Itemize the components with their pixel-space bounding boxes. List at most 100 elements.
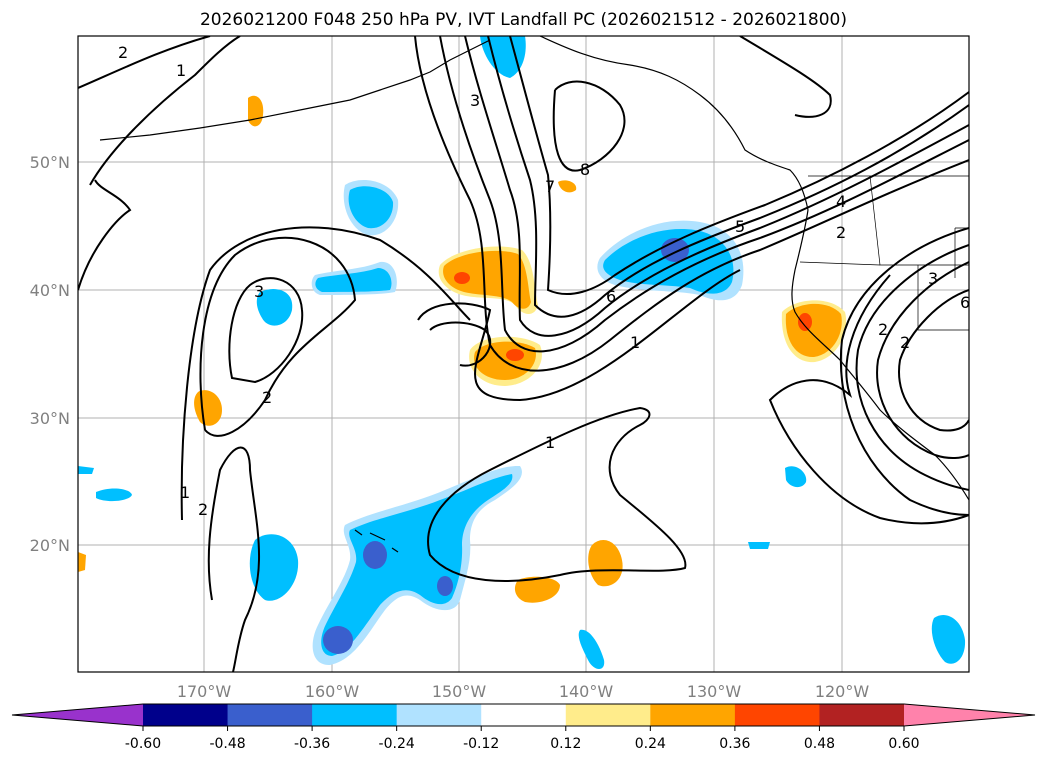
pv-contour-1-cutoff	[180, 226, 471, 521]
map-title: 2026021200 F048 250 hPa PV, IVT Landfall…	[199, 10, 847, 30]
colorbar-tick-label: 0.36	[719, 736, 750, 752]
blue-patch-hawaii-core	[321, 474, 513, 656]
orange-patch-edge	[78, 552, 86, 572]
colorbar-segment	[396, 704, 482, 726]
orange-patch-s2	[514, 576, 560, 603]
blue-patch-small2	[96, 488, 132, 502]
blue-patch-nw-core	[348, 186, 394, 229]
colorbar-extend-low	[12, 704, 143, 726]
contour-label-2: 1	[176, 61, 186, 80]
contour-label-12: 2	[262, 388, 272, 407]
blue-patch-se	[931, 614, 966, 664]
colorbar: -0.60 -0.48 -0.36 -0.24 -0.12 0.12 0.24 0.36 0.4…	[11, 703, 1036, 752]
colorbar-segment	[819, 704, 905, 726]
lon-label-170w: 170°W	[177, 682, 232, 701]
lat-label-50n: 50°N	[30, 153, 70, 172]
colorbar-tick-label: 0.48	[804, 736, 835, 752]
pv-contour-2-nw	[78, 36, 211, 89]
orange-patch-ca-max	[798, 313, 812, 331]
ivt-anomaly-fills	[78, 36, 966, 669]
lon-label-140w: 140°W	[559, 682, 614, 701]
contour-label-10: 1	[630, 333, 640, 352]
blue-patch-w-core	[315, 268, 392, 292]
colorbar-segment	[565, 704, 651, 726]
lat-label-30n: 30°N	[30, 409, 70, 428]
contour-label-1: 2	[118, 43, 128, 62]
contour-label-5: 7	[545, 177, 555, 196]
colorbar-tick-label: 0.60	[888, 736, 919, 752]
colorbar-segment	[312, 704, 398, 726]
blue-patch-ne-core	[603, 229, 734, 294]
pv-contour-1-nw	[89, 36, 241, 186]
contour-label-11: 3	[470, 91, 480, 110]
pv-contour-2-east	[839, 227, 969, 516]
orange-patch-small	[558, 180, 577, 193]
blue-patch-small3	[78, 466, 94, 474]
colorbar-tick-label: -0.12	[463, 736, 499, 752]
blue-patch-hawaii-max2	[323, 626, 353, 654]
colorbar-tick-label: 0.12	[550, 736, 581, 752]
pv-contour-1-w	[78, 179, 132, 291]
orange-patch-center-max	[454, 272, 470, 284]
pv-contour-7-trough	[509, 36, 969, 295]
contour-label-9: 6	[606, 287, 616, 306]
colorbar-tick-label: -0.24	[379, 736, 415, 752]
colorbar-tick-label: -0.60	[125, 736, 161, 752]
lon-label-160w: 160°W	[305, 682, 360, 701]
pv-contour-5-trough	[464, 36, 969, 337]
aleutian-coast	[99, 39, 491, 141]
hawaii-islands	[354, 529, 399, 553]
blue-patch-small1	[785, 466, 807, 488]
blue-patch-3	[256, 289, 293, 326]
pv-contour-labels: 2 1 3 8 7 5 4 2 6 1 3 2 1 2 1 2 3 2 6	[118, 43, 969, 519]
colorbar-segment	[227, 704, 313, 726]
contour-label-8: 2	[836, 223, 846, 242]
political-borders	[799, 175, 969, 331]
colorbar-tick-label: 0.24	[635, 736, 666, 752]
lat-labels: 50°N 40°N 30°N 20°N	[30, 153, 70, 555]
state-border-4	[799, 261, 881, 266]
map-frame	[77, 35, 970, 673]
pv-contour-5-east	[876, 261, 969, 459]
pv-contour-6-trough	[487, 36, 969, 318]
colorbar-segment	[734, 704, 820, 726]
lon-label-130w: 130°W	[687, 682, 742, 701]
pv-contour-1-jet	[417, 269, 741, 402]
pv-contour-3-cutoff	[228, 277, 304, 384]
pv-contour-1-south	[427, 406, 687, 582]
orange-patch-c2-max	[506, 349, 524, 361]
colorbar-segment	[481, 704, 567, 726]
colorbar-tick-label: -0.36	[294, 736, 330, 752]
pv-contour-4-trough	[439, 36, 969, 353]
pv-contour-3-trough	[414, 36, 969, 372]
pv-contour-1-ne	[739, 36, 832, 118]
contour-label-13: 1	[545, 433, 555, 452]
pv-contour-8-ridge	[552, 80, 626, 172]
contour-label-17: 3	[928, 269, 938, 288]
lon-label-120w: 120°W	[815, 682, 870, 701]
contour-label-14: 2	[198, 500, 208, 519]
orange-patch-s	[588, 540, 623, 587]
pv-contour-3-east	[855, 244, 969, 491]
contour-label-4: 8	[580, 160, 590, 179]
blue-patch-hawaii-max3	[437, 576, 453, 596]
pv-contour-6-east	[898, 289, 969, 432]
blue-patch-small4	[748, 542, 770, 549]
contour-label-16: 2	[878, 320, 888, 339]
colorbar-tick-label: -0.48	[209, 736, 245, 752]
blue-patch-s	[578, 629, 605, 669]
contour-label-15: 1	[180, 483, 190, 502]
pv-contour-1-east	[768, 274, 969, 525]
colorbar-segment	[650, 704, 736, 726]
state-border-2	[917, 265, 969, 331]
contour-label-18: 2	[900, 333, 910, 352]
contour-label-7: 4	[836, 192, 846, 211]
alaska-bc-coast	[539, 36, 809, 211]
blue-patch-hawaii-max1	[363, 541, 387, 569]
colorbar-segment	[143, 704, 229, 726]
lat-label-40n: 40°N	[30, 281, 70, 300]
pv-contour-2-sw	[207, 446, 260, 672]
contour-label-6: 5	[735, 217, 745, 236]
lat-label-20n: 20°N	[30, 536, 70, 555]
